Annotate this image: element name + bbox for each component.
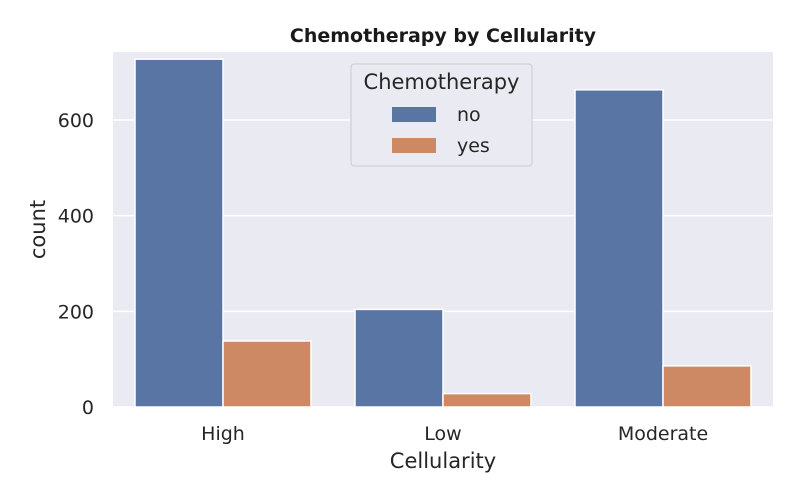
y-tick-label: 0 — [82, 397, 94, 419]
y-tick-label: 400 — [58, 206, 94, 228]
legend-title: Chemotherapy — [364, 70, 520, 94]
x-tick-label: Moderate — [618, 423, 708, 445]
x-axis-label: Cellularity — [390, 449, 496, 473]
chart-title: Chemotherapy by Cellularity — [290, 25, 597, 47]
legend-swatch-yes — [392, 138, 436, 153]
bar-no-moderate — [574, 89, 664, 408]
bar-no-low — [354, 308, 444, 408]
bar-yes-low — [442, 392, 532, 408]
x-tick-labels: High Low Moderate — [201, 423, 708, 445]
bar-yes-moderate — [662, 365, 752, 408]
legend-items: no yes — [392, 104, 490, 157]
y-tick-labels: 0 200 400 600 — [58, 110, 94, 419]
y-tick-label: 200 — [58, 301, 94, 323]
legend: Chemotherapy no yes — [350, 63, 533, 167]
x-tick-label: Low — [424, 423, 461, 445]
legend-label-no: no — [457, 104, 481, 126]
bar-yes-high — [222, 340, 312, 408]
x-tick-label: High — [201, 423, 245, 445]
y-axis-label: count — [26, 200, 50, 259]
bar-no-high — [134, 58, 224, 408]
y-tick-label: 600 — [58, 110, 94, 132]
bars — [134, 58, 752, 408]
legend-swatch-no — [392, 107, 436, 122]
legend-label-yes: yes — [457, 135, 490, 157]
